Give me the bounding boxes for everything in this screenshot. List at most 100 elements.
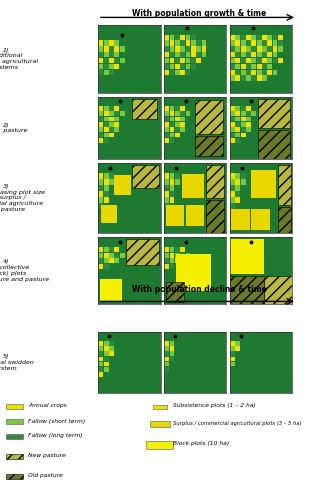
Bar bbox=[115, 58, 119, 63]
Bar bbox=[115, 52, 119, 58]
Bar bbox=[246, 64, 251, 69]
Bar bbox=[99, 106, 103, 111]
Bar bbox=[164, 258, 169, 264]
Bar bbox=[104, 264, 108, 269]
Bar bbox=[230, 46, 235, 52]
Bar bbox=[109, 174, 114, 179]
Bar bbox=[251, 52, 256, 58]
Bar bbox=[164, 106, 169, 111]
Bar bbox=[170, 264, 174, 269]
Bar bbox=[104, 174, 108, 179]
Bar bbox=[246, 252, 251, 258]
Bar bbox=[236, 191, 240, 196]
Bar bbox=[104, 106, 108, 111]
Text: Fallow (short term): Fallow (short term) bbox=[28, 418, 85, 424]
Bar bbox=[251, 208, 270, 230]
Bar bbox=[164, 70, 169, 75]
Bar bbox=[206, 165, 224, 198]
Bar bbox=[262, 76, 267, 80]
Bar bbox=[230, 180, 235, 184]
Bar bbox=[170, 46, 174, 52]
Bar bbox=[99, 52, 103, 58]
Text: Fallow (long term): Fallow (long term) bbox=[28, 434, 83, 438]
Bar bbox=[241, 122, 246, 127]
Bar bbox=[164, 186, 169, 190]
Bar bbox=[99, 191, 103, 196]
Bar bbox=[104, 138, 108, 142]
Bar bbox=[99, 180, 103, 184]
Bar bbox=[109, 70, 114, 75]
Bar bbox=[115, 128, 119, 132]
Bar bbox=[262, 58, 267, 63]
Bar bbox=[230, 197, 235, 202]
Bar bbox=[99, 203, 103, 208]
Bar bbox=[126, 239, 159, 265]
Bar bbox=[166, 282, 184, 302]
Bar bbox=[251, 252, 256, 258]
Bar bbox=[230, 138, 235, 142]
Bar bbox=[170, 352, 174, 356]
Bar bbox=[186, 252, 190, 258]
Bar bbox=[104, 46, 108, 52]
Bar bbox=[99, 186, 103, 190]
Bar bbox=[180, 112, 185, 116]
Bar bbox=[104, 356, 108, 362]
Bar bbox=[251, 46, 256, 52]
Bar bbox=[236, 197, 240, 202]
Bar bbox=[246, 122, 251, 127]
Bar bbox=[120, 46, 125, 52]
Bar bbox=[230, 346, 235, 351]
Bar bbox=[186, 205, 204, 226]
Bar bbox=[109, 247, 114, 252]
Bar bbox=[180, 128, 185, 132]
Bar bbox=[246, 34, 251, 40]
Bar bbox=[241, 106, 246, 111]
Bar bbox=[236, 132, 240, 138]
Bar bbox=[99, 252, 103, 258]
Bar bbox=[164, 132, 169, 138]
Bar bbox=[257, 46, 262, 52]
Bar bbox=[170, 112, 174, 116]
Bar bbox=[175, 116, 180, 121]
Bar bbox=[175, 52, 180, 58]
Bar bbox=[115, 46, 119, 52]
Bar bbox=[267, 64, 272, 69]
Bar bbox=[170, 258, 174, 264]
Bar bbox=[170, 356, 174, 362]
Bar bbox=[267, 58, 272, 63]
Bar bbox=[164, 116, 169, 121]
Bar bbox=[236, 112, 240, 116]
Bar bbox=[236, 186, 240, 190]
Bar bbox=[170, 138, 174, 142]
Bar bbox=[186, 70, 190, 75]
Bar bbox=[99, 247, 103, 252]
Bar bbox=[251, 112, 256, 116]
Bar bbox=[246, 258, 251, 264]
Bar bbox=[202, 40, 206, 46]
Bar bbox=[170, 122, 174, 127]
Bar bbox=[230, 52, 235, 58]
Bar bbox=[236, 346, 240, 351]
Bar bbox=[99, 362, 103, 366]
Bar bbox=[170, 40, 174, 46]
Bar bbox=[104, 191, 108, 196]
Bar bbox=[99, 132, 103, 138]
Bar bbox=[236, 58, 240, 63]
Bar bbox=[180, 106, 185, 111]
Bar bbox=[164, 174, 169, 179]
Bar bbox=[186, 34, 190, 40]
Bar bbox=[186, 112, 190, 116]
Bar bbox=[170, 346, 174, 351]
Bar bbox=[104, 122, 108, 127]
Bar bbox=[104, 132, 108, 138]
Bar bbox=[241, 258, 246, 264]
Bar bbox=[175, 252, 180, 258]
Bar bbox=[236, 174, 240, 179]
Bar bbox=[246, 46, 251, 52]
Bar bbox=[257, 70, 262, 75]
Bar bbox=[241, 58, 246, 63]
Bar bbox=[109, 132, 114, 138]
Bar bbox=[257, 64, 262, 69]
Bar bbox=[230, 203, 235, 208]
Bar bbox=[99, 174, 103, 179]
